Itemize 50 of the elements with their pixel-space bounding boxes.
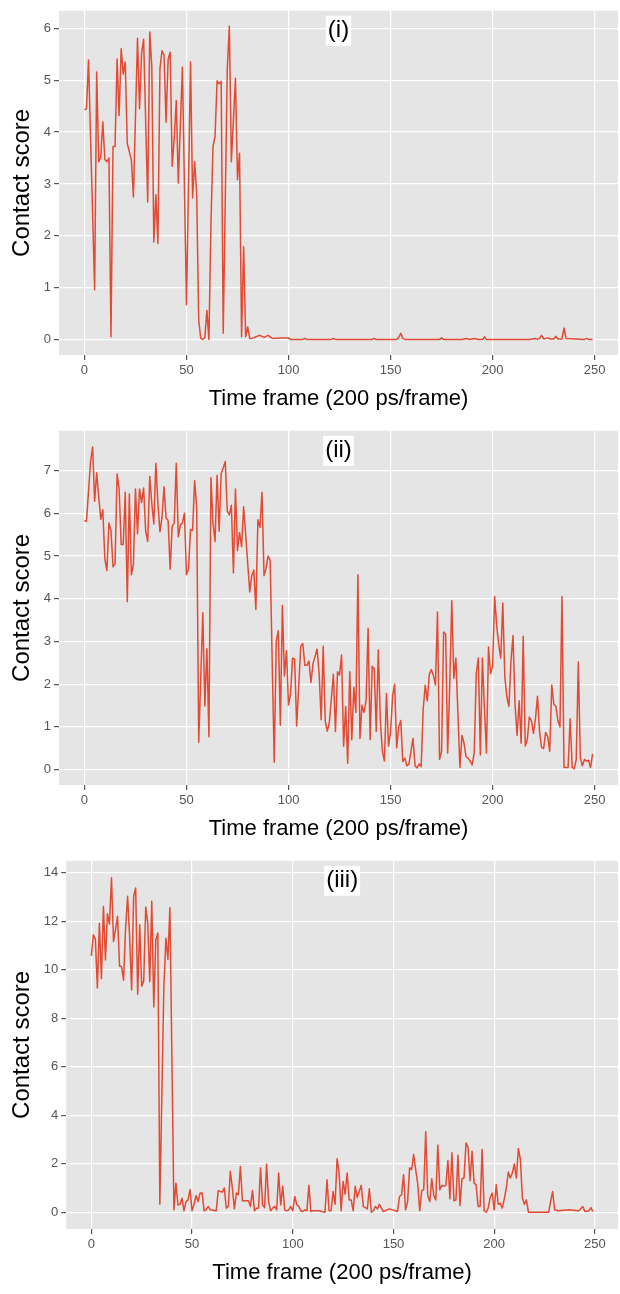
y-tick-label: 7 <box>43 462 52 478</box>
x-axis-title: Time frame (200 ps/frame) <box>208 384 469 410</box>
y-tick-label: 8 <box>51 1009 59 1025</box>
y-tick-label: 5 <box>43 71 52 87</box>
y-tick-label: 6 <box>43 20 52 35</box>
y-tick-label: 6 <box>43 504 52 520</box>
x-tick-label: 200 <box>483 1236 506 1252</box>
x-tick-label: 0 <box>80 362 89 378</box>
y-tick-label: 1 <box>43 279 52 295</box>
x-tick-label: 250 <box>584 1236 606 1252</box>
y-axis-title: Contact score <box>7 970 35 1119</box>
y-tick-label: 2 <box>43 675 52 691</box>
x-tick-label: 50 <box>184 1236 200 1252</box>
x-tick-label: 150 <box>379 362 402 378</box>
x-tick-label: 200 <box>481 792 504 808</box>
x-tick-label: 100 <box>281 1236 304 1252</box>
x-tick-label: 50 <box>179 362 194 378</box>
y-tick-label: 0 <box>43 331 52 347</box>
y-tick-label: 1 <box>43 718 52 734</box>
y-tick-label: 3 <box>43 175 52 191</box>
y-tick-label: 0 <box>43 761 52 777</box>
x-tick-label: 150 <box>379 792 402 808</box>
x-axis-title: Time frame (200 ps/frame) <box>208 814 469 840</box>
chart-title: (i) <box>327 15 350 43</box>
x-tick-label: 150 <box>382 1236 405 1252</box>
y-tick-label: 14 <box>43 864 59 880</box>
y-axis-title: Contact score <box>7 108 35 257</box>
y-tick-label: 4 <box>43 590 52 606</box>
x-axis-title: Time frame (200 ps/frame) <box>212 1258 472 1284</box>
x-tick-label: 250 <box>583 792 606 808</box>
x-tick-label: 250 <box>583 362 606 378</box>
y-tick-label: 4 <box>51 1106 59 1122</box>
x-tick-label: 50 <box>179 792 194 808</box>
y-tick-label: 12 <box>43 912 59 928</box>
x-tick-label: 100 <box>277 362 300 378</box>
y-tick-label: 5 <box>43 547 52 563</box>
x-tick-label: 0 <box>87 1236 95 1252</box>
y-tick-label: 3 <box>43 633 52 649</box>
y-tick-label: 6 <box>51 1058 59 1074</box>
y-tick-label: 2 <box>43 227 52 243</box>
chart-title: (ii) <box>325 435 352 463</box>
chart-title: (iii) <box>326 865 359 893</box>
y-tick-label: 4 <box>43 123 52 139</box>
y-tick-label: 0 <box>51 1203 59 1219</box>
y-axis-title: Contact score <box>7 533 35 682</box>
x-tick-label: 0 <box>80 792 89 808</box>
x-tick-label: 200 <box>481 362 504 378</box>
y-tick-label: 10 <box>43 961 59 977</box>
y-tick-label: 2 <box>51 1155 59 1171</box>
x-tick-label: 100 <box>277 792 300 808</box>
